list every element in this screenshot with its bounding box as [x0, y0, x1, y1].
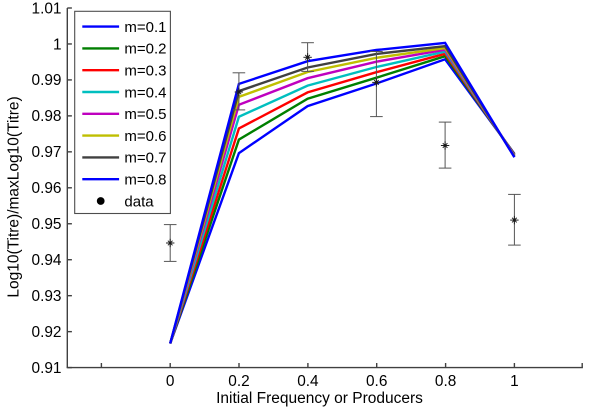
svg-text:1: 1: [510, 373, 519, 390]
svg-text:1.01: 1.01: [32, 0, 62, 17]
svg-text:0.6: 0.6: [366, 373, 387, 390]
svg-text:data: data: [124, 193, 154, 210]
svg-text:m=0.3: m=0.3: [124, 63, 166, 80]
svg-text:0.4: 0.4: [297, 373, 319, 390]
svg-text:m=0.5: m=0.5: [124, 106, 166, 123]
svg-text:m=0.2: m=0.2: [124, 41, 166, 58]
svg-text:Initial Frequency or Producers: Initial Frequency or Producers: [216, 390, 423, 407]
svg-text:m=0.4: m=0.4: [124, 84, 166, 101]
svg-text:Log10(Titre)/maxLog10(Titre): Log10(Titre)/maxLog10(Titre): [6, 96, 23, 297]
svg-text:0.91: 0.91: [32, 360, 62, 377]
svg-text:m=0.8: m=0.8: [124, 172, 166, 189]
svg-text:0: 0: [166, 373, 175, 390]
svg-text:0.2: 0.2: [228, 373, 249, 390]
svg-text:0.96: 0.96: [32, 180, 62, 197]
svg-text:0.93: 0.93: [32, 288, 62, 305]
svg-text:0.99: 0.99: [32, 72, 62, 89]
svg-text:0.8: 0.8: [435, 373, 456, 390]
svg-text:m=0.7: m=0.7: [124, 150, 166, 167]
svg-text:0.94: 0.94: [32, 252, 62, 269]
svg-text:1: 1: [53, 36, 62, 53]
svg-text:0.97: 0.97: [32, 144, 62, 161]
svg-text:m=0.6: m=0.6: [124, 128, 166, 145]
svg-text:0.95: 0.95: [32, 216, 62, 233]
svg-text:m=0.1: m=0.1: [124, 19, 166, 36]
svg-text:0.92: 0.92: [32, 324, 62, 341]
svg-text:0.98: 0.98: [32, 108, 62, 125]
